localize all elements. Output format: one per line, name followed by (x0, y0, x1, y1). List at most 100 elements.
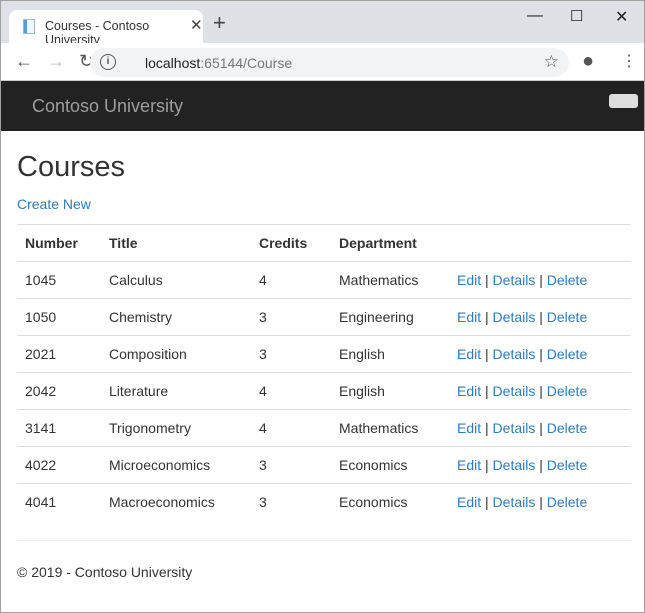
details-link[interactable]: Details (492, 272, 536, 288)
header-title: Title (101, 224, 251, 262)
edit-link[interactable]: Edit (457, 309, 482, 325)
cell-department: Engineering (331, 298, 449, 336)
cell-actions: Edit | Details | Delete (449, 409, 631, 447)
edit-link[interactable]: Edit (457, 346, 482, 362)
navbar-toggler-button[interactable] (609, 94, 638, 108)
cell-number: 3141 (17, 409, 101, 447)
cell-title: Calculus (101, 261, 251, 299)
navbar-brand[interactable]: Contoso University (32, 96, 184, 116)
cell-number: 2021 (17, 335, 101, 373)
cell-department: Economics (331, 483, 449, 521)
cell-actions: Edit | Details | Delete (449, 298, 631, 336)
cell-credits: 4 (251, 372, 331, 410)
header-credits: Credits (251, 224, 331, 262)
edit-link[interactable]: Edit (457, 494, 482, 511)
menu-kebab-icon[interactable]: ⋮ (621, 53, 637, 70)
create-new-link[interactable]: Create New (17, 196, 91, 212)
cell-actions: Edit | Details | Delete (449, 261, 631, 299)
delete-link[interactable]: Delete (546, 420, 588, 436)
cell-number: 1050 (17, 298, 101, 336)
table-row: 1045 Calculus 4 Mathematics Edit | Details |… (17, 261, 631, 299)
table-row: 2021 Composition 3 English Edit | Details | … (17, 335, 631, 373)
cell-title: Chemistry (101, 298, 251, 336)
cell-credits: 3 (251, 335, 331, 373)
page-favicon-icon (23, 19, 35, 34)
cell-title: Microeconomics (101, 446, 251, 484)
back-icon[interactable]: ← (15, 51, 33, 71)
separator: | (539, 457, 543, 473)
footer-divider (17, 540, 631, 541)
navbar: Contoso University (1, 81, 644, 131)
separator: | (539, 272, 543, 288)
delete-link[interactable]: Delete (546, 346, 588, 362)
forward-icon[interactable]: → (47, 51, 65, 71)
cell-department: Economics (331, 446, 449, 484)
table-row: 2042 Literature 4 English Edit | Details | D… (17, 372, 631, 410)
cell-department: Mathematics (331, 261, 449, 299)
maximize-icon[interactable]: ☐ (570, 8, 584, 25)
minimize-icon[interactable]: — (527, 7, 543, 24)
details-link[interactable]: Details (492, 309, 536, 325)
table-header-row: Number Title Credits Department (17, 224, 631, 262)
browser-tab[interactable]: Courses - Contoso University ✕ (9, 10, 203, 47)
edit-link[interactable]: Edit (457, 420, 482, 436)
browser-toolbar: ← → ↻ i localhost:65144/Course ☆ ● ⋮ (1, 43, 644, 81)
delete-link[interactable]: Delete (546, 457, 588, 473)
separator: | (485, 420, 489, 436)
url-text: localhost:65144/Course (145, 55, 293, 71)
tab-strip: Courses - Contoso University ✕ + — ☐ ✕ (1, 1, 644, 47)
edit-link[interactable]: Edit (457, 383, 482, 399)
address-bar[interactable]: i localhost:65144/Course ☆ (90, 48, 569, 77)
footer-text: © 2019 - Contoso University (17, 564, 193, 580)
separator: | (485, 383, 489, 399)
profile-icon[interactable]: ● (582, 50, 595, 72)
separator: | (539, 346, 543, 362)
table-row: 3141 Trigonometry 4 Mathematics Edit | Detai… (17, 409, 631, 447)
separator: | (539, 383, 543, 399)
close-window-icon[interactable]: ✕ (615, 9, 629, 26)
details-link[interactable]: Details (492, 420, 536, 436)
cell-number: 4041 (17, 483, 101, 521)
delete-link[interactable]: Delete (546, 309, 588, 325)
edit-link[interactable]: Edit (457, 457, 482, 473)
separator: | (485, 494, 489, 511)
page-title: Courses (17, 151, 125, 183)
details-link[interactable]: Details (492, 383, 536, 399)
details-link[interactable]: Details (492, 346, 536, 362)
cell-credits: 3 (251, 483, 331, 521)
cell-credits: 4 (251, 261, 331, 299)
separator: | (485, 309, 489, 325)
bookmark-star-icon[interactable]: ☆ (543, 52, 559, 71)
cell-actions: Edit | Details | Delete (449, 372, 631, 410)
courses-table: Number Title Credits Department 1045 Calc… (17, 224, 631, 521)
cell-actions: Edit | Details | Delete (449, 335, 631, 373)
cell-credits: 3 (251, 298, 331, 336)
table-row: 1050 Chemistry 3 Engineering Edit | Details … (17, 298, 631, 336)
cell-credits: 3 (251, 446, 331, 484)
cell-number: 1045 (17, 261, 101, 299)
delete-link[interactable]: Delete (546, 383, 588, 399)
table-row: 4022 Microeconomics 3 Economics Edit | Detai… (17, 446, 631, 484)
separator: | (485, 272, 489, 288)
new-tab-icon[interactable]: + (213, 10, 226, 35)
cell-department: English (331, 372, 449, 410)
details-link[interactable]: Details (492, 494, 536, 511)
cell-title: Literature (101, 372, 251, 410)
info-icon[interactable]: i (100, 54, 116, 70)
cell-number: 4022 (17, 446, 101, 484)
cell-title: Trigonometry (101, 409, 251, 447)
cell-department: Mathematics (331, 409, 449, 447)
separator: | (539, 420, 543, 436)
header-actions (449, 224, 631, 262)
delete-link[interactable]: Delete (546, 272, 588, 288)
separator: | (485, 346, 489, 362)
table-row: 4041 Macroeconomics 3 Economics Edit | Detai… (17, 483, 631, 521)
close-tab-icon[interactable]: ✕ (190, 17, 203, 34)
cell-number: 2042 (17, 372, 101, 410)
cell-title: Composition (101, 335, 251, 373)
edit-link[interactable]: Edit (457, 272, 482, 288)
delete-link[interactable]: Delete (546, 494, 588, 511)
cell-credits: 4 (251, 409, 331, 447)
details-link[interactable]: Details (492, 457, 536, 473)
separator: | (539, 494, 543, 511)
